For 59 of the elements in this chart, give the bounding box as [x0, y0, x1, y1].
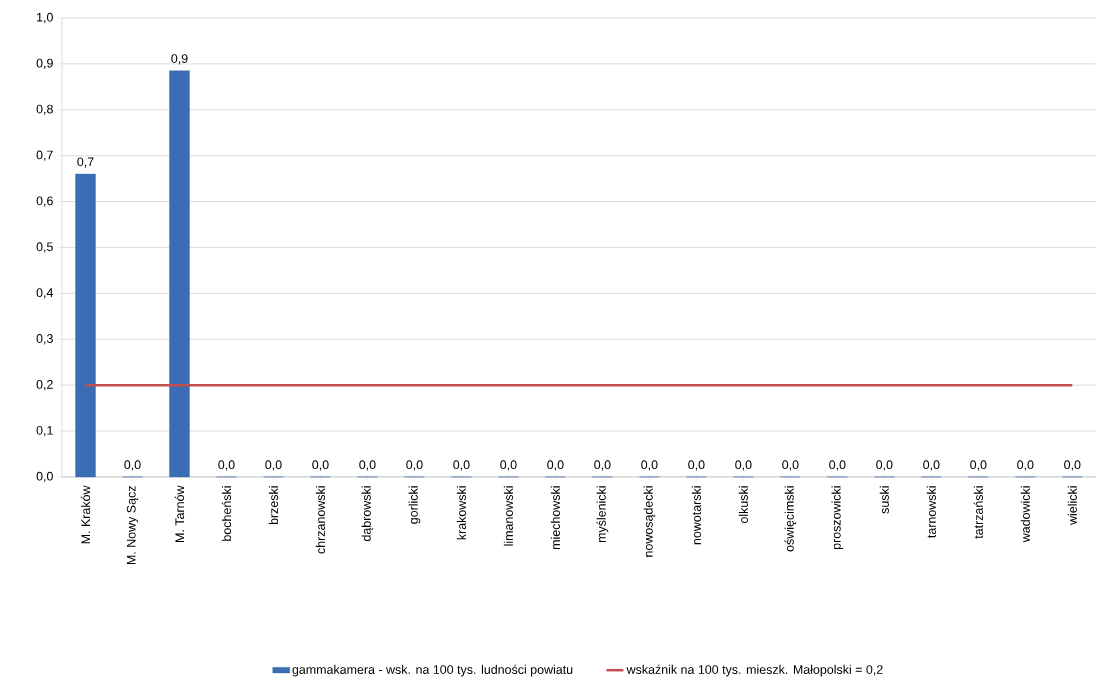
legend-label: gammakamera - wsk. na 100 tys. ludności powiatu: [292, 664, 573, 677]
x-tick-label: M. Tarnów: [174, 485, 185, 542]
data-label: 0,0: [359, 460, 376, 471]
x-tick-label: M. Kraków: [80, 485, 91, 544]
data-label: 0,0: [547, 460, 564, 471]
y-tick-label: 0,3: [36, 334, 53, 345]
x-tick-label: brzeski: [268, 486, 279, 525]
y-tick-label: 0,7: [36, 150, 53, 161]
x-tick-label: miechowski: [550, 486, 560, 550]
data-label: 0,0: [782, 460, 799, 471]
x-tick-label: tatrzański: [973, 486, 983, 539]
data-label: 0,0: [923, 460, 940, 471]
x-tick-label: krakowski: [456, 486, 466, 540]
x-tick-label: bocheński: [221, 486, 232, 541]
x-tick-label: M. Nowy Sącz: [126, 486, 139, 565]
data-label: 0,0: [1064, 460, 1081, 471]
data-label: 0,0: [312, 460, 329, 471]
data-label: 0,0: [453, 460, 470, 471]
x-tick-label: limanowski: [503, 486, 513, 546]
bar: [169, 70, 190, 478]
data-label: 0,0: [829, 460, 846, 471]
data-label: 0,0: [970, 460, 987, 471]
data-label: 0,0: [688, 460, 705, 471]
y-tick-label: 0,2: [36, 380, 53, 391]
x-tick-label: proszowicki: [831, 486, 844, 550]
data-label: 0,0: [124, 460, 141, 471]
y-tick-label: 0,8: [36, 104, 53, 115]
data-label: 0,0: [265, 460, 282, 471]
y-tick-label: 0,1: [36, 425, 53, 437]
data-label: 0,0: [735, 460, 752, 471]
x-tick-label: dąbrowski: [361, 486, 374, 542]
x-tick-label: myślenicki: [596, 486, 609, 543]
x-tick-label: oświęcimski: [784, 486, 797, 552]
legend-label: wskaźnik na 100 tys. mieszk. Małopolski = 0,2: [626, 664, 883, 677]
data-label: 0,0: [1017, 460, 1034, 471]
y-tick-label: 0,4: [36, 288, 54, 299]
y-tick-label: 0,5: [36, 242, 53, 253]
x-tick-label: nowosądecki: [643, 486, 656, 557]
data-label: 0,0: [500, 460, 517, 471]
x-tick-label: gorlicki: [408, 486, 421, 524]
data-label: 0,0: [641, 460, 658, 471]
x-tick-label: wielicki: [1067, 486, 1077, 526]
x-tick-label: nowotarski: [691, 486, 701, 545]
data-label: 0,0: [218, 460, 235, 471]
bar: [75, 173, 96, 478]
x-tick-label: chrzanowski: [315, 486, 326, 554]
data-label: 0,0: [406, 460, 423, 471]
data-label: 0,7: [77, 157, 94, 168]
y-tick-label: 0,6: [36, 196, 53, 207]
y-tick-label: 0,9: [36, 58, 53, 70]
x-tick-label: tarnowski: [926, 486, 936, 538]
y-tick-label: 0,0: [36, 471, 53, 483]
data-label: 0,0: [876, 460, 893, 471]
y-tick-label: 1,0: [37, 12, 53, 24]
x-tick-label: olkuski: [738, 486, 748, 524]
data-label: 0,9: [171, 54, 188, 65]
x-tick-label: wadowicki: [1020, 486, 1030, 543]
data-label: 0,0: [594, 460, 611, 471]
x-tick-label: suski: [879, 486, 889, 514]
